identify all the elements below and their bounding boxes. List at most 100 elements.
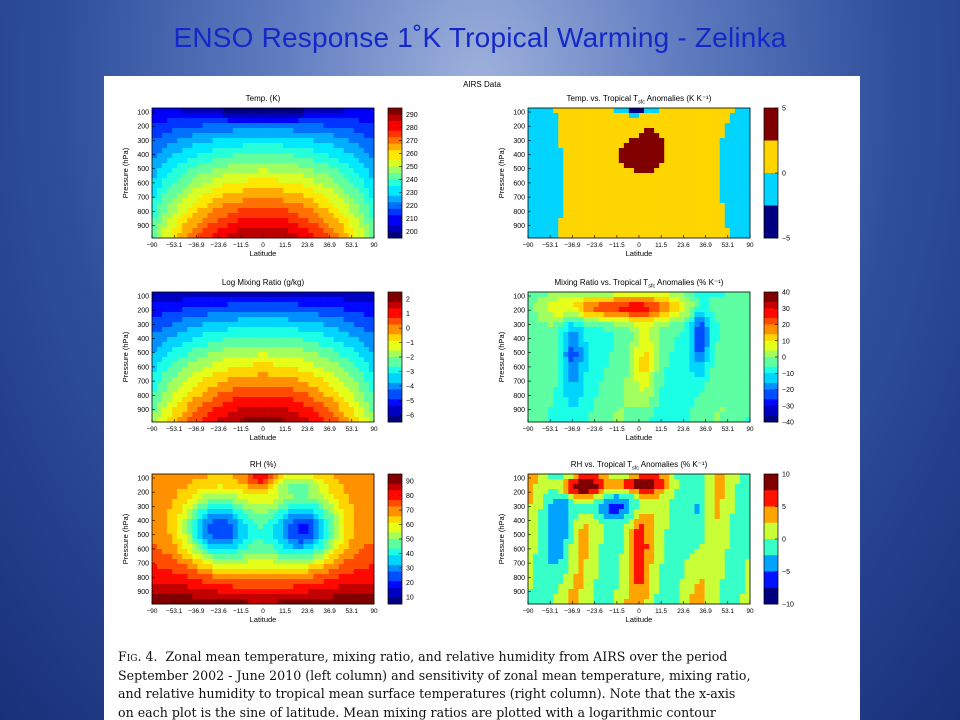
x-tick-label: −36.9 bbox=[564, 426, 581, 433]
field-cell bbox=[553, 322, 559, 328]
field-cell bbox=[273, 367, 279, 373]
field-cell bbox=[608, 357, 615, 363]
field-cell bbox=[709, 113, 716, 119]
field-cell bbox=[197, 213, 203, 219]
field-cell bbox=[623, 198, 630, 204]
field-cell bbox=[709, 233, 716, 239]
field-cell bbox=[573, 412, 579, 418]
field-cell bbox=[533, 148, 539, 154]
field-cell bbox=[227, 357, 234, 363]
field-cell bbox=[358, 312, 365, 318]
field-cell bbox=[343, 108, 350, 114]
field-cell bbox=[348, 337, 355, 343]
field-cell bbox=[628, 233, 635, 239]
field-cell bbox=[528, 307, 534, 313]
field-cell bbox=[649, 183, 655, 189]
field-cell bbox=[608, 233, 615, 239]
field-cell bbox=[252, 228, 259, 234]
field-cell bbox=[313, 332, 319, 338]
field-cell bbox=[724, 322, 731, 328]
field-cell bbox=[202, 352, 208, 358]
field-cell bbox=[699, 382, 705, 388]
field-cell bbox=[689, 317, 695, 323]
field-cell bbox=[273, 148, 279, 154]
field-cell bbox=[212, 302, 218, 308]
field-cell bbox=[358, 168, 365, 174]
field-cell bbox=[734, 148, 741, 154]
field-cell bbox=[543, 407, 549, 413]
field-cell bbox=[649, 412, 655, 418]
field-cell bbox=[187, 163, 193, 169]
field-cell bbox=[232, 417, 239, 423]
field-cell bbox=[192, 173, 198, 179]
field-cell bbox=[644, 377, 650, 383]
field-cell bbox=[257, 322, 264, 328]
field-cell bbox=[313, 317, 319, 323]
colorbar-step bbox=[388, 169, 402, 174]
field-cell bbox=[618, 223, 625, 229]
field-cell bbox=[639, 148, 645, 154]
field-cell bbox=[358, 357, 365, 363]
field-cell bbox=[568, 163, 574, 169]
field-cell bbox=[313, 302, 319, 308]
field-cell bbox=[268, 173, 274, 179]
field-cell bbox=[603, 342, 610, 348]
field-cell bbox=[323, 218, 329, 224]
field-cell bbox=[177, 183, 183, 189]
field-cell bbox=[268, 233, 274, 239]
field-cell bbox=[358, 228, 365, 234]
field-cell bbox=[252, 158, 259, 164]
field-cell bbox=[207, 188, 213, 194]
field-cell bbox=[588, 148, 594, 154]
field-cell bbox=[578, 372, 584, 378]
field-cell bbox=[152, 138, 158, 144]
field-cell bbox=[242, 143, 249, 149]
field-cell bbox=[172, 233, 178, 239]
field-cell bbox=[348, 118, 355, 124]
field-cell bbox=[654, 362, 660, 368]
colorbar-tick-label: 30 bbox=[782, 306, 790, 313]
field-cell bbox=[192, 347, 198, 353]
field-cell bbox=[293, 307, 299, 313]
field-cell bbox=[689, 347, 695, 353]
field-cell bbox=[558, 292, 564, 298]
field-cell bbox=[237, 292, 244, 298]
colorbar-step bbox=[388, 376, 402, 381]
field-cell bbox=[303, 347, 309, 353]
field-cell bbox=[618, 357, 625, 363]
field-cell bbox=[303, 412, 309, 418]
field-cell bbox=[603, 407, 610, 413]
field-cell bbox=[618, 377, 625, 383]
field-cell bbox=[202, 198, 208, 204]
field-cell bbox=[268, 322, 274, 328]
field-cell bbox=[222, 292, 229, 298]
field-cell bbox=[368, 223, 375, 229]
field-cell bbox=[363, 402, 370, 408]
field-cell bbox=[232, 307, 239, 313]
field-cell bbox=[353, 377, 360, 383]
field-cell bbox=[598, 188, 605, 194]
field-cell bbox=[724, 317, 731, 323]
field-cell bbox=[273, 372, 279, 378]
field-cell bbox=[363, 193, 370, 199]
field-cell bbox=[558, 163, 564, 169]
field-cell bbox=[674, 367, 680, 373]
colorbar-tick-label: 0 bbox=[782, 171, 786, 178]
field-cell bbox=[268, 208, 274, 214]
field-cell bbox=[273, 218, 279, 224]
field-cell bbox=[313, 367, 319, 373]
field-cell bbox=[598, 347, 605, 353]
field-cell bbox=[177, 168, 183, 174]
field-cell bbox=[628, 138, 635, 144]
field-cell bbox=[177, 347, 183, 353]
field-cell bbox=[353, 387, 360, 393]
field-cell bbox=[187, 352, 193, 358]
field-cell bbox=[618, 407, 625, 413]
field-cell bbox=[313, 218, 319, 224]
field-cell bbox=[528, 357, 534, 363]
field-cell bbox=[553, 183, 559, 189]
field-cell bbox=[328, 173, 334, 179]
field-cell bbox=[644, 198, 650, 204]
field-cell bbox=[162, 392, 168, 398]
field-cell bbox=[563, 213, 569, 219]
